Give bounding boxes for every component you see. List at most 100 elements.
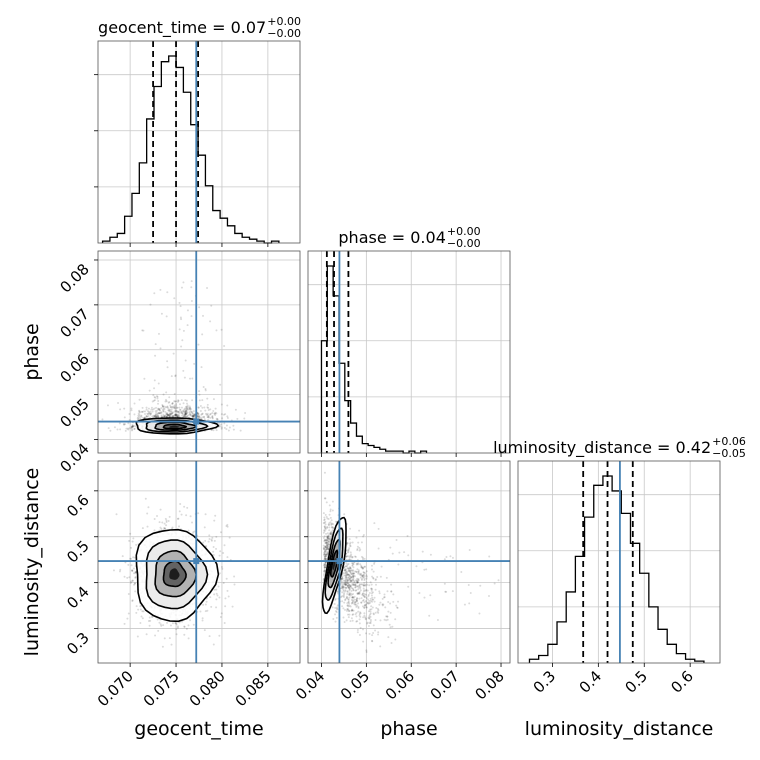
sample-point [138,411,141,414]
sample-point [185,415,188,418]
sample-point [162,393,165,396]
sample-point [360,572,363,575]
sample-point [342,586,345,589]
sample-point [155,415,158,418]
sample-point [347,586,350,589]
sample-point [173,405,176,408]
sample-point [143,416,146,419]
sample-point [199,409,202,412]
sample-point [173,410,176,413]
sample-point [361,593,364,596]
sample-point [364,593,367,596]
sample-point [145,633,148,636]
sample-point [128,539,131,542]
sample-point [322,546,325,549]
x-tick-label-phase: 0.08 [472,667,508,703]
sample-point [126,427,129,430]
sample-point [212,546,215,549]
sample-point [153,395,156,398]
sample-point [370,592,373,595]
sample-point [366,601,369,604]
sample-point [326,555,329,558]
sample-point [343,513,346,516]
sample-point [363,577,366,580]
sample-point [179,502,182,505]
sample-point [184,413,187,416]
sample-point [348,586,351,589]
sample-point [171,526,174,529]
sample-point [207,419,210,422]
sample-point [348,538,351,541]
sample-point [177,415,180,418]
sample-point [383,596,386,599]
sample-point [141,329,144,332]
sample-point [451,590,454,593]
sample-point [369,622,372,625]
sample-point [167,519,170,522]
sample-point [156,414,159,417]
sample-point [190,315,193,318]
sample-point [185,409,188,412]
sample-point [219,550,222,553]
sample-point [201,416,204,419]
sample-point [160,527,163,530]
sample-point [185,627,188,630]
sample-point [443,558,446,561]
sample-point [124,423,127,426]
sample-point [176,406,179,409]
sample-point [179,408,182,411]
sample-point [349,581,352,584]
sample-point [225,424,228,427]
sample-point [367,593,370,596]
sample-point [347,548,350,551]
sample-point [215,606,218,609]
sample-point [350,572,353,575]
sample-point [358,590,361,593]
sample-point [163,405,166,408]
sample-point [198,390,201,393]
sample-point [186,415,189,418]
sample-point [358,613,361,616]
sample-point [173,392,176,395]
sample-point [360,555,363,558]
sample-point [178,525,181,528]
sample-point [363,575,366,578]
sample-point [363,604,366,607]
sample-point [323,566,326,569]
sample-point [351,572,354,575]
sample-point [193,530,196,533]
sample-point [145,415,148,418]
sample-point [418,592,421,595]
sample-point [162,624,165,627]
sample-point [361,574,364,577]
sample-point [131,569,134,572]
sample-point [154,354,157,357]
sample-point [193,362,196,365]
sample-point [201,399,204,402]
sample-point [347,562,350,565]
sample-point [468,548,471,551]
sample-point [355,600,358,603]
sample-point [183,407,186,410]
sample-point [218,634,221,637]
sample-point [185,407,188,410]
sample-point [468,602,471,605]
sample-point [134,582,137,585]
sample-point [327,534,330,537]
sample-point [352,613,355,616]
sample-point [210,538,213,541]
sample-point [149,619,152,622]
sample-point [357,607,360,610]
sample-point [359,573,362,576]
sample-point [171,411,174,414]
sample-point [149,303,152,306]
diag-panel-geocent_time [94,40,301,247]
sample-point [168,637,171,640]
sample-point [131,428,134,431]
sample-point [382,603,385,606]
sample-point [346,551,349,554]
sample-point [134,571,137,574]
sample-point [362,576,365,579]
sample-point [407,585,410,588]
